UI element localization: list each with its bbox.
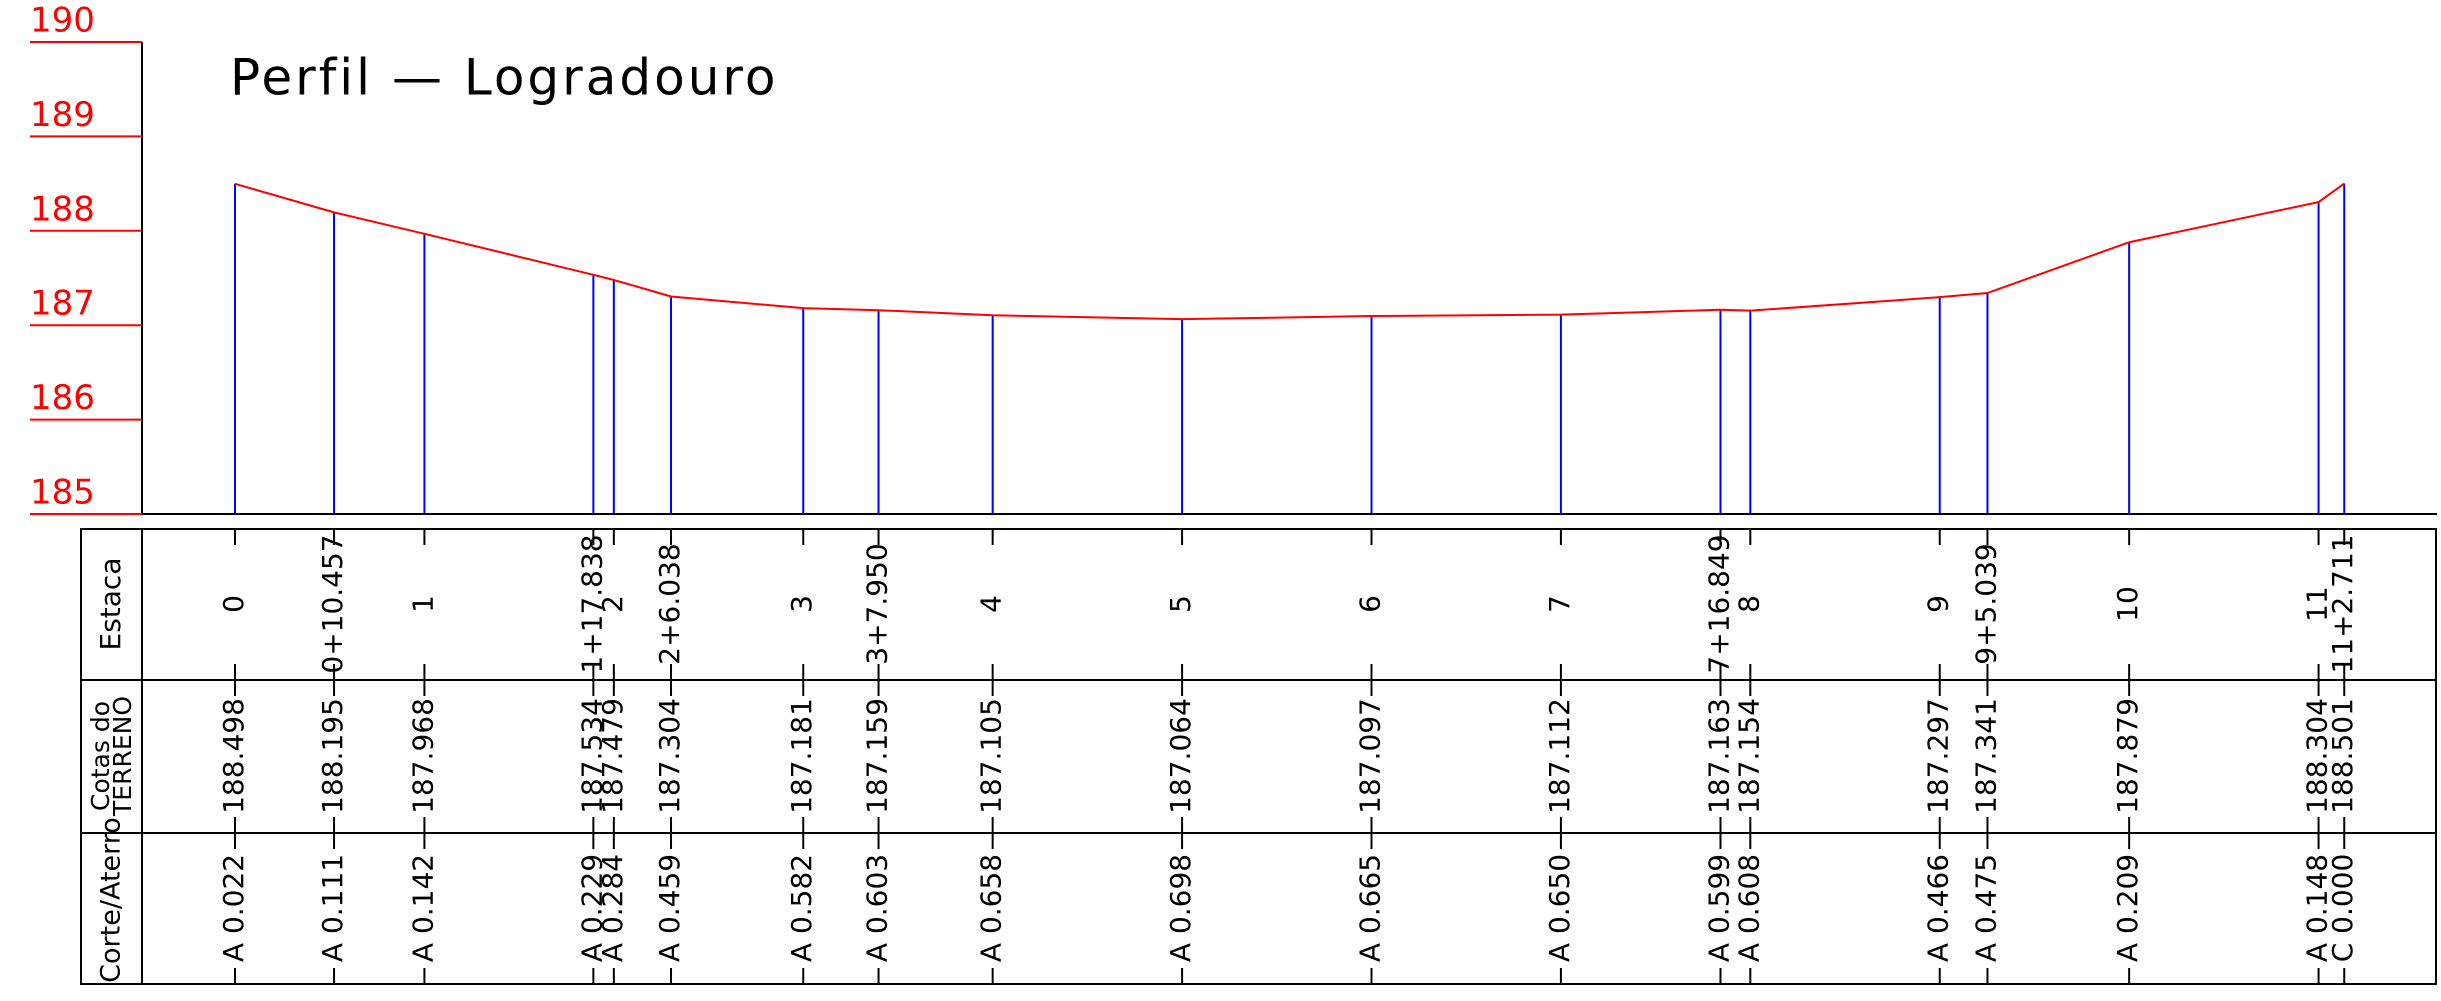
cut-fill-label: A 0.650 <box>1543 854 1576 962</box>
station-label: 3+7.950 <box>861 543 894 664</box>
cut-fill-label: C 0.000 <box>2326 854 2359 963</box>
y-tick-label: 185 <box>30 473 95 513</box>
cut-fill-label: A 0.665 <box>1353 854 1386 962</box>
cut-fill-label: A 0.022 <box>217 854 250 962</box>
station-label: 7+16.849 <box>1702 534 1735 673</box>
table-frame <box>80 528 2437 985</box>
elevation-label: 187.297 <box>1922 698 1955 814</box>
elevation-label: 187.105 <box>975 698 1008 814</box>
elevation-label: 187.479 <box>596 698 629 814</box>
elevation-label: 188.195 <box>316 698 349 814</box>
cut-fill-label: A 0.229 <box>575 854 608 962</box>
row-label: Estaca <box>94 558 127 651</box>
elevation-label: 187.163 <box>1702 698 1735 814</box>
y-tick-label: 186 <box>30 378 95 418</box>
cut-fill-label: A 0.603 <box>861 854 894 962</box>
station-label: 2 <box>596 595 629 613</box>
cut-fill-label: A 0.658 <box>975 854 1008 962</box>
elevation-label: 187.064 <box>1164 698 1197 814</box>
elevation-label: 187.097 <box>1353 698 1386 814</box>
station-label: 6 <box>1353 595 1386 613</box>
cut-fill-label: A 0.148 <box>2301 854 2334 962</box>
cut-fill-label: A 0.209 <box>2111 854 2144 962</box>
cut-fill-label: A 0.475 <box>1969 854 2002 962</box>
profile-line <box>234 182 2345 321</box>
station-label: 0 <box>217 595 250 613</box>
cut-fill-label: A 0.466 <box>1922 854 1955 962</box>
y-tick-label: 190 <box>30 1 95 41</box>
cut-fill-label: A 0.582 <box>785 854 818 962</box>
row-label: TERRENO <box>108 696 137 817</box>
elevation-label: 188.498 <box>217 698 250 814</box>
station-label: 1+17.838 <box>575 534 608 673</box>
y-tick-label: 189 <box>30 95 95 135</box>
elevation-label: 187.181 <box>785 698 818 814</box>
station-label: 4 <box>975 595 1008 613</box>
chart-title: Perfil — Logradouro <box>230 49 778 107</box>
row-label: Corte/Aterro <box>96 817 127 983</box>
elevation-label: 187.154 <box>1732 698 1765 814</box>
elevation-label: 187.341 <box>1969 698 2002 814</box>
elevation-label: 188.304 <box>2301 698 2334 814</box>
elevation-label: 187.968 <box>406 698 439 814</box>
station-label: 10 <box>2111 586 2144 622</box>
cut-fill-label: A 0.111 <box>316 854 349 962</box>
cut-fill-label: A 0.142 <box>406 854 439 962</box>
station-label: 3 <box>785 595 818 613</box>
cut-fill-label: A 0.698 <box>1164 854 1197 962</box>
elevation-label: 187.304 <box>653 698 686 814</box>
station-label: 0+10.457 <box>316 534 349 673</box>
station-label: 1 <box>406 595 439 613</box>
cut-fill-label: A 0.608 <box>1732 854 1765 962</box>
cut-fill-label: A 0.599 <box>1702 854 1735 962</box>
cut-fill-label: A 0.459 <box>653 854 686 962</box>
station-label: 8 <box>1732 595 1765 613</box>
station-label: 2+6.038 <box>653 543 686 664</box>
elevation-label: 188.501 <box>2326 698 2359 814</box>
elevation-label: 187.159 <box>861 698 894 814</box>
y-tick-label: 188 <box>30 189 95 229</box>
cut-fill-label: A 0.284 <box>596 854 629 962</box>
elevation-label: 187.534 <box>575 698 608 814</box>
station-label: 9 <box>1922 595 1955 613</box>
elevation-label: 187.879 <box>2111 698 2144 814</box>
row-label: Cotas do <box>86 701 115 811</box>
elevation-label: 187.112 <box>1543 698 1576 814</box>
station-label: 5 <box>1164 595 1197 613</box>
station-label: 11 <box>2301 586 2334 622</box>
station-label: 11+2.711 <box>2326 534 2359 673</box>
station-label: 7 <box>1543 595 1576 613</box>
station-label: 9+5.039 <box>1969 543 2002 664</box>
y-tick-label: 187 <box>30 284 95 324</box>
